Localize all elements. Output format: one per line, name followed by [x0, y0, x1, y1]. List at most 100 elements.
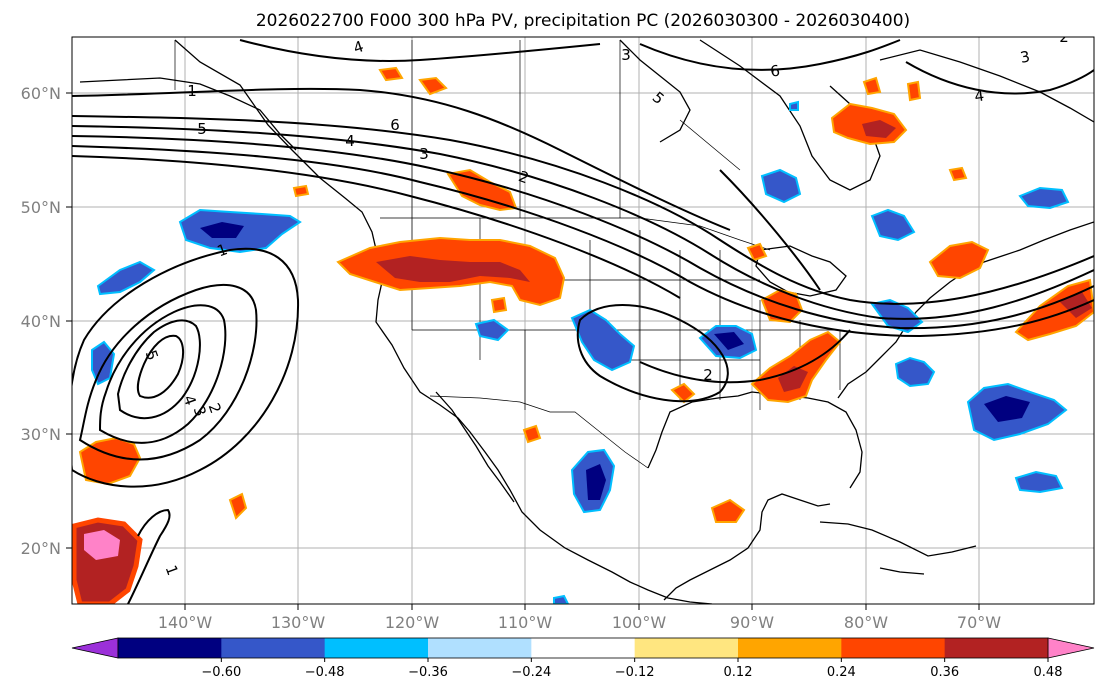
latitude-labels: 60°N 50°N 40°N 30°N 20°N	[21, 84, 61, 558]
lon-label-80w: 80°W	[844, 613, 888, 632]
pv-contour-label: 4	[973, 86, 985, 105]
longitude-labels: 140°W 130°W 120°W 110°W 100°W 90°W 80°W …	[158, 613, 1001, 632]
precip-positive-region	[928, 240, 990, 280]
pv-contours	[72, 39, 1094, 604]
colorbar-tick-label: −0.36	[408, 665, 448, 680]
pv-contour-line	[72, 247, 300, 488]
colorbar-tick-label: 0.12	[724, 665, 753, 680]
pv-contour-line	[905, 61, 1094, 95]
precip-negative-region	[984, 396, 1030, 422]
lon-label-140w: 140°W	[158, 613, 213, 632]
pv-contour-line	[72, 145, 1094, 338]
precip-positive-region	[84, 530, 120, 560]
colorbar-ticks: −0.60 −0.48 −0.36 −0.24 −0.12 0.12 0.24 0.36 0.4…	[201, 658, 1063, 680]
colorbar-segment	[428, 638, 532, 658]
precip-negative-region	[1018, 186, 1070, 210]
pv-contour-line	[72, 87, 731, 231]
precip-positive-region	[862, 76, 882, 96]
precip-positive-region	[948, 166, 968, 182]
precip-positive-region	[670, 382, 696, 404]
precip-negative-region	[1014, 470, 1064, 494]
colorbar-tick-label: −0.12	[615, 665, 655, 680]
pv-contour-line	[639, 329, 851, 384]
colorbar-tick-label: −0.48	[305, 665, 345, 680]
precip-positive-region	[522, 424, 542, 444]
colorbar-segment	[944, 638, 1049, 658]
pv-contour-label: 6	[769, 61, 782, 80]
pv-contour-line	[72, 115, 1094, 305]
jamaica	[879, 567, 925, 575]
pv-contour-label: 2	[1059, 28, 1069, 46]
pv-contour-line	[576, 304, 729, 403]
precip-positive-region	[490, 296, 508, 314]
pv-contour-label: 3	[621, 46, 631, 64]
province-borders	[174, 40, 741, 218]
precip-negative-region	[760, 168, 802, 204]
pv-contour-label: 6	[390, 116, 400, 134]
precip-negative-region	[553, 594, 570, 604]
lon-label-100w: 100°W	[612, 613, 667, 632]
lat-label-50n: 50°N	[21, 198, 61, 217]
precip-positive-region	[906, 80, 922, 102]
colorbar-tick-label: 0.48	[1034, 665, 1063, 680]
colorbar-over-extension	[1047, 637, 1095, 659]
arctic-coast	[619, 39, 691, 143]
precip-negative-region	[894, 356, 936, 388]
precip-positive-region	[292, 184, 310, 198]
precip-positive-region	[228, 492, 248, 520]
pv-contour-line	[116, 319, 201, 420]
pv-contour-label: 4	[345, 132, 355, 150]
pv-contour-line	[72, 125, 1094, 320]
lon-label-110w: 110°W	[498, 613, 553, 632]
pv-contour-line	[78, 283, 258, 461]
lon-label-70w: 70°W	[957, 613, 1001, 632]
pv-contour-label: 5	[197, 120, 207, 138]
pv-contour-line	[136, 334, 184, 399]
colorbar-segment	[221, 638, 326, 658]
pv-contour-line	[239, 39, 601, 62]
precipitation-shading	[72, 66, 1094, 604]
colorbar-segment	[738, 638, 842, 658]
pv-contour-label: 3	[1019, 47, 1032, 66]
labrador-coast	[879, 49, 1094, 123]
pv-contour-line	[98, 304, 227, 444]
precip-negative-region	[91, 340, 116, 386]
precip-negative-region	[870, 298, 924, 334]
west-coast	[174, 39, 713, 604]
precip-negative-region	[870, 208, 916, 242]
pv-contour-line	[719, 169, 821, 291]
precip-negative-region	[200, 222, 244, 238]
pv-contour-line	[127, 508, 171, 604]
precip-negative-region	[586, 464, 606, 500]
precip-positive-region	[418, 76, 448, 96]
precip-positive-region	[376, 256, 530, 282]
lon-label-90w: 90°W	[730, 613, 774, 632]
alaska-coast	[79, 77, 297, 151]
colorbar-segment	[118, 638, 222, 658]
us-mexico-border	[429, 395, 649, 469]
great-lakes	[755, 245, 847, 297]
precip-positive-region	[710, 498, 746, 523]
precip-positive-region	[378, 66, 404, 82]
lat-label-40n: 40°N	[21, 312, 61, 331]
precip-positive-region	[862, 120, 896, 138]
pv-contour-line	[72, 135, 1094, 330]
pv-contour-label: 2	[703, 366, 713, 384]
lon-label-130w: 130°W	[271, 613, 326, 632]
colorbar-frame	[117, 637, 1049, 659]
colorbar-segment	[531, 638, 636, 658]
map-panel: 4 5 6 3 4 5 6 2 1 2 3 4 5 1 3 4 2 1 2 3	[21, 28, 1095, 632]
precip-negative-region	[714, 332, 744, 350]
precip-negative-region	[570, 308, 636, 372]
colorbar-segments	[118, 638, 1049, 658]
precip-negative-region	[96, 260, 156, 296]
colorbar-tick-label: 0.24	[827, 665, 856, 680]
colorbar-tick-label: 0.36	[930, 665, 959, 680]
colorbar-segment	[634, 638, 739, 658]
baja-california	[435, 391, 515, 503]
lat-label-60n: 60°N	[21, 84, 61, 103]
colorbar-tick-label: −0.60	[201, 665, 241, 680]
pv-contour-line	[639, 39, 901, 71]
map-title: 2026022700 F000 300 hPa PV, precipitatio…	[256, 11, 910, 31]
